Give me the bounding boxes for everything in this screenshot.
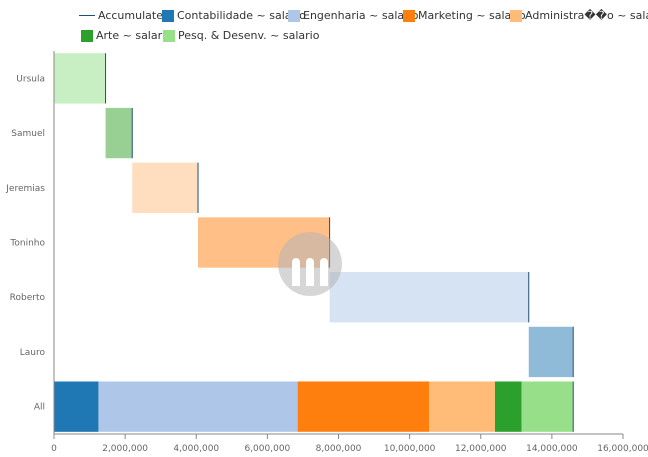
y-tick-label-ursula: Ursula [16,74,45,84]
legend-item-arte[interactable]: Arte ~ salario [81,29,172,42]
x-tick-label-0: 0 [51,444,57,454]
bar-all-arte-salario [494,381,522,432]
bar-all-administra-o-salario [429,381,495,432]
legend-label-accumulated: Accumulated [98,9,170,22]
x-tick-label-3: 6,000,000 [244,444,290,454]
x-tick-label-5: 10,000,000 [384,444,436,454]
legend-item-marketing[interactable]: Marketing ~ salario [403,9,526,22]
legend-label-marketing: Marketing ~ salario [418,9,526,22]
legend-label-contabilidade: Contabilidade ~ salario [177,9,306,22]
watermark-logo [278,232,342,296]
legend-swatch-engenharia [288,9,300,22]
legend-swatch-marketing [403,9,415,22]
legend-label-administracao: Administra��o ~ salario [525,9,648,22]
legend-item-contabilidade[interactable]: Contabilidade ~ salario [162,9,306,22]
bar-step-samuel [105,107,133,159]
y-axis: Ursula Samuel Jeremias Toninho Roberto Lauro A… [5,51,55,434]
legend-item-administracao[interactable]: Administra��o ~ salario [510,9,648,22]
x-axis: 0 2,000,000 4,000,000 6,000,000 8,000,000 10,… [51,433,648,454]
chart-legend: Accumulated Contabilidade ~ salario Enge… [0,0,648,48]
y-tick-label-samuel: Samuel [11,129,45,139]
x-tick-label-1: 2,000,000 [102,444,148,454]
legend-item-pesq[interactable]: Pesq. & Desenv. ~ salario [163,29,319,42]
legend-label-engenharia: Engenharia ~ salario [303,9,419,22]
y-tick-label-all: All [34,403,45,413]
bar-step-jeremias [132,162,199,213]
legend-label-arte: Arte ~ salario [96,29,172,42]
bars-layer [54,53,574,432]
x-tick-label-7: 14,000,000 [526,444,578,454]
bar-all-pesq-desenv-salario [521,381,574,432]
legend-item-accumulated[interactable]: Accumulated [79,9,170,22]
y-tick-label-toninho: Toninho [9,239,45,249]
bar-all-engenharia-salario [98,381,298,432]
legend-line-accumulated [79,15,95,16]
bar-all-contabilidade-salario [54,381,99,432]
legend-swatch-pesq [163,29,175,42]
x-tick-label-2: 4,000,000 [173,444,219,454]
x-tick-label-6: 12,000,000 [455,444,507,454]
bar-all-marketing-salario [297,381,430,432]
legend-label-pesq: Pesq. & Desenv. ~ salario [178,29,320,42]
legend-swatch-contabilidade [162,9,174,22]
x-tick-label-4: 8,000,000 [316,444,362,454]
legend-swatch-arte [81,29,93,42]
accumulated-layer [105,53,574,432]
bar-step-lauro [528,326,574,378]
legend-swatch-administracao [510,9,522,22]
bar-step-ursula [54,53,106,104]
x-tick-label-8: 16,000,000 [597,444,648,454]
y-tick-label-roberto: Roberto [10,293,46,303]
y-tick-label-lauro: Lauro [20,348,46,358]
y-tick-label-jeremias: Jeremias [5,184,45,194]
legend-item-engenharia[interactable]: Engenharia ~ salario [288,9,418,22]
bar-step-roberto [329,272,529,323]
